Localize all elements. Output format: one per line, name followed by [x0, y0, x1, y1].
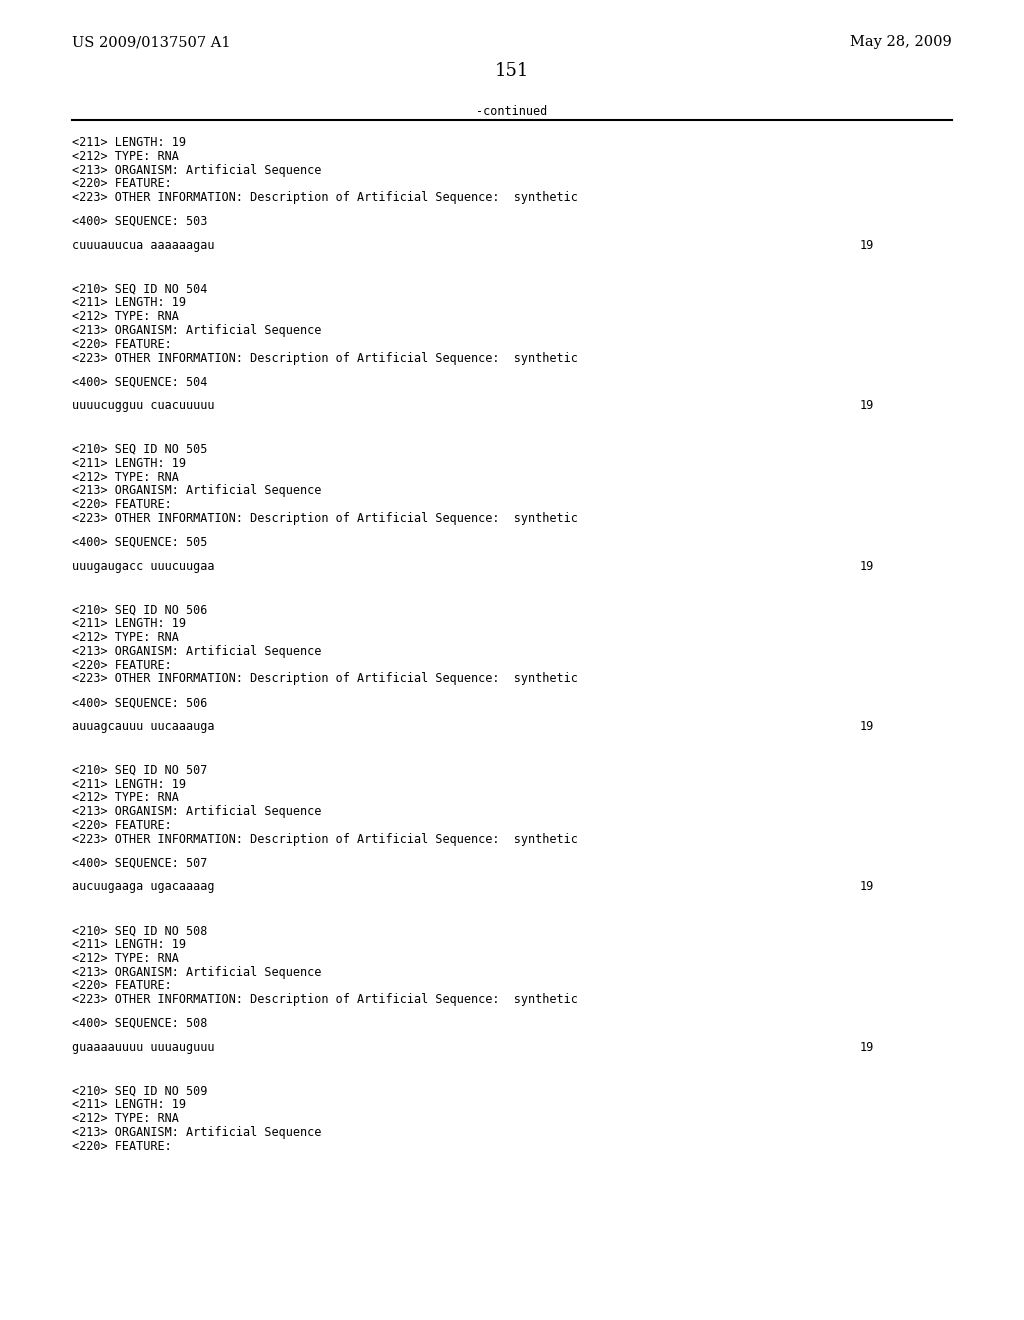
Text: <211> LENGTH: 19: <211> LENGTH: 19 — [72, 136, 186, 149]
Text: <210> SEQ ID NO 506: <210> SEQ ID NO 506 — [72, 603, 208, 616]
Text: 19: 19 — [860, 399, 874, 412]
Text: <210> SEQ ID NO 505: <210> SEQ ID NO 505 — [72, 444, 208, 455]
Text: <212> TYPE: RNA: <212> TYPE: RNA — [72, 149, 179, 162]
Text: <400> SEQUENCE: 508: <400> SEQUENCE: 508 — [72, 1016, 208, 1030]
Text: <211> LENGTH: 19: <211> LENGTH: 19 — [72, 777, 186, 791]
Text: <213> ORGANISM: Artificial Sequence: <213> ORGANISM: Artificial Sequence — [72, 484, 322, 498]
Text: <400> SEQUENCE: 506: <400> SEQUENCE: 506 — [72, 696, 208, 709]
Text: auuagcauuu uucaaauga: auuagcauuu uucaaauga — [72, 719, 214, 733]
Text: <210> SEQ ID NO 509: <210> SEQ ID NO 509 — [72, 1085, 208, 1098]
Text: <400> SEQUENCE: 505: <400> SEQUENCE: 505 — [72, 536, 208, 549]
Text: <220> FEATURE:: <220> FEATURE: — [72, 498, 172, 511]
Text: <213> ORGANISM: Artificial Sequence: <213> ORGANISM: Artificial Sequence — [72, 1126, 322, 1139]
Text: <223> OTHER INFORMATION: Description of Artificial Sequence:  synthetic: <223> OTHER INFORMATION: Description of … — [72, 993, 578, 1006]
Text: 19: 19 — [860, 560, 874, 573]
Text: -continued: -continued — [476, 106, 548, 117]
Text: 151: 151 — [495, 62, 529, 81]
Text: <212> TYPE: RNA: <212> TYPE: RNA — [72, 952, 179, 965]
Text: aucuugaaga ugacaaaag: aucuugaaga ugacaaaag — [72, 880, 214, 894]
Text: <220> FEATURE:: <220> FEATURE: — [72, 818, 172, 832]
Text: uuugaugacc uuucuugaa: uuugaugacc uuucuugaa — [72, 560, 214, 573]
Text: <400> SEQUENCE: 504: <400> SEQUENCE: 504 — [72, 375, 208, 388]
Text: <220> FEATURE:: <220> FEATURE: — [72, 979, 172, 993]
Text: <213> ORGANISM: Artificial Sequence: <213> ORGANISM: Artificial Sequence — [72, 644, 322, 657]
Text: cuuuauucua aaaaaagau: cuuuauucua aaaaaagau — [72, 239, 214, 252]
Text: <400> SEQUENCE: 507: <400> SEQUENCE: 507 — [72, 857, 208, 870]
Text: <212> TYPE: RNA: <212> TYPE: RNA — [72, 471, 179, 483]
Text: <212> TYPE: RNA: <212> TYPE: RNA — [72, 792, 179, 804]
Text: 19: 19 — [860, 719, 874, 733]
Text: <211> LENGTH: 19: <211> LENGTH: 19 — [72, 939, 186, 950]
Text: 19: 19 — [860, 1040, 874, 1053]
Text: <223> OTHER INFORMATION: Description of Artificial Sequence:  synthetic: <223> OTHER INFORMATION: Description of … — [72, 512, 578, 525]
Text: <223> OTHER INFORMATION: Description of Artificial Sequence:  synthetic: <223> OTHER INFORMATION: Description of … — [72, 833, 578, 846]
Text: <213> ORGANISM: Artificial Sequence: <213> ORGANISM: Artificial Sequence — [72, 805, 322, 818]
Text: <212> TYPE: RNA: <212> TYPE: RNA — [72, 1113, 179, 1125]
Text: <212> TYPE: RNA: <212> TYPE: RNA — [72, 631, 179, 644]
Text: <213> ORGANISM: Artificial Sequence: <213> ORGANISM: Artificial Sequence — [72, 966, 322, 978]
Text: May 28, 2009: May 28, 2009 — [850, 36, 952, 49]
Text: <210> SEQ ID NO 504: <210> SEQ ID NO 504 — [72, 282, 208, 296]
Text: 19: 19 — [860, 880, 874, 894]
Text: <210> SEQ ID NO 507: <210> SEQ ID NO 507 — [72, 764, 208, 776]
Text: <211> LENGTH: 19: <211> LENGTH: 19 — [72, 457, 186, 470]
Text: <211> LENGTH: 19: <211> LENGTH: 19 — [72, 1098, 186, 1111]
Text: uuuucugguu cuacuuuuu: uuuucugguu cuacuuuuu — [72, 399, 214, 412]
Text: <211> LENGTH: 19: <211> LENGTH: 19 — [72, 297, 186, 309]
Text: guaaaauuuu uuuauguuu: guaaaauuuu uuuauguuu — [72, 1040, 214, 1053]
Text: <220> FEATURE:: <220> FEATURE: — [72, 338, 172, 351]
Text: <213> ORGANISM: Artificial Sequence: <213> ORGANISM: Artificial Sequence — [72, 323, 322, 337]
Text: <223> OTHER INFORMATION: Description of Artificial Sequence:  synthetic: <223> OTHER INFORMATION: Description of … — [72, 351, 578, 364]
Text: <210> SEQ ID NO 508: <210> SEQ ID NO 508 — [72, 924, 208, 937]
Text: 19: 19 — [860, 239, 874, 252]
Text: <220> FEATURE:: <220> FEATURE: — [72, 1139, 172, 1152]
Text: <223> OTHER INFORMATION: Description of Artificial Sequence:  synthetic: <223> OTHER INFORMATION: Description of … — [72, 672, 578, 685]
Text: <400> SEQUENCE: 503: <400> SEQUENCE: 503 — [72, 215, 208, 228]
Text: US 2009/0137507 A1: US 2009/0137507 A1 — [72, 36, 230, 49]
Text: <220> FEATURE:: <220> FEATURE: — [72, 659, 172, 672]
Text: <212> TYPE: RNA: <212> TYPE: RNA — [72, 310, 179, 323]
Text: <220> FEATURE:: <220> FEATURE: — [72, 177, 172, 190]
Text: <223> OTHER INFORMATION: Description of Artificial Sequence:  synthetic: <223> OTHER INFORMATION: Description of … — [72, 191, 578, 205]
Text: <211> LENGTH: 19: <211> LENGTH: 19 — [72, 618, 186, 630]
Text: <213> ORGANISM: Artificial Sequence: <213> ORGANISM: Artificial Sequence — [72, 164, 322, 177]
